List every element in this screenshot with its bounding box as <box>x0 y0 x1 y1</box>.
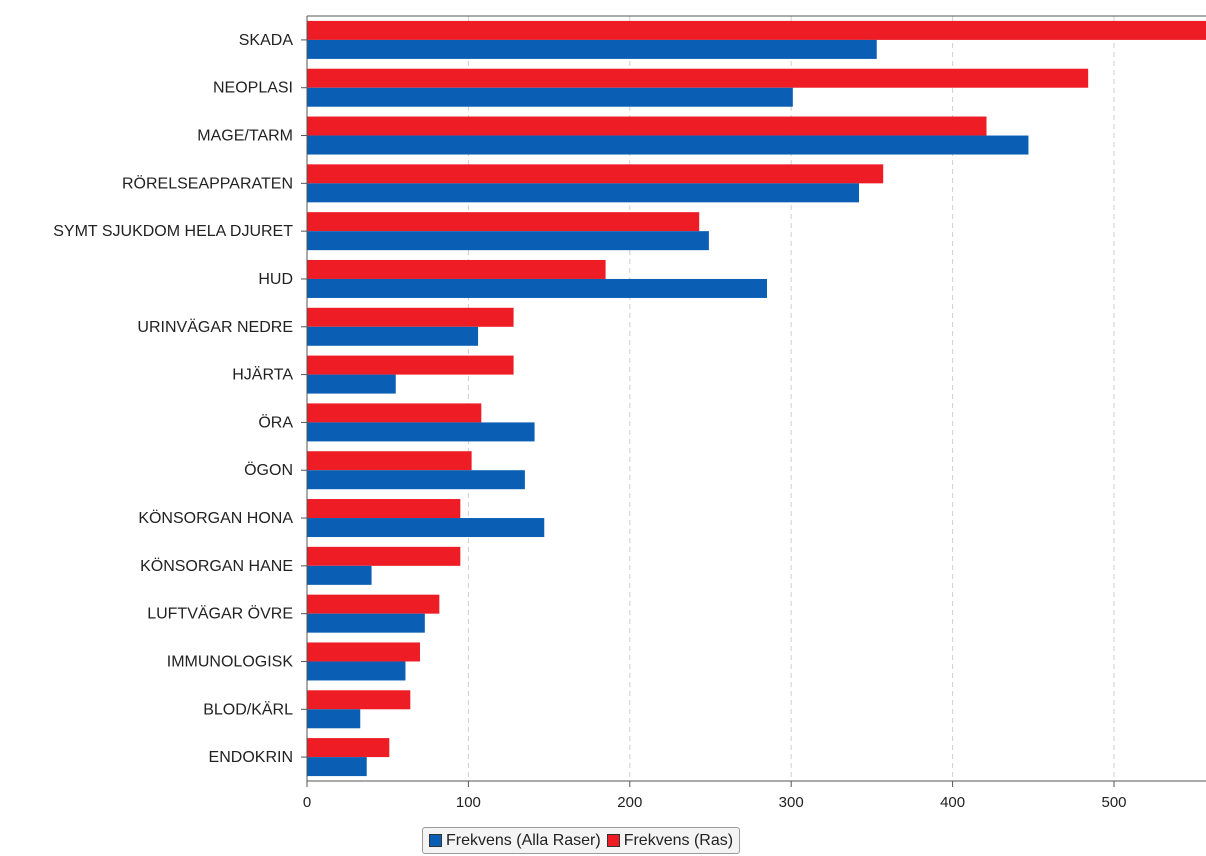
category-label-7: HJÄRTA <box>232 366 293 384</box>
bar-alla-raser-11 <box>307 565 372 585</box>
bar-alla-raser-6 <box>307 326 479 346</box>
bar-ras-13 <box>307 642 420 662</box>
legend-swatch-alla-raser <box>429 834 442 847</box>
category-label-15: ENDOKRIN <box>209 749 293 766</box>
category-label-12: LUFTVÄGAR ÖVRE <box>147 605 293 623</box>
bar-alla-raser-10 <box>307 518 545 538</box>
x-tick-label-0: 0 <box>303 794 311 811</box>
bar-alla-raser-3 <box>307 183 859 203</box>
bar-alla-raser-0 <box>307 39 877 59</box>
bar-ras-10 <box>307 499 461 519</box>
category-label-10: KÖNSORGAN HONA <box>138 509 293 527</box>
bar-ras-12 <box>307 594 440 614</box>
bar-alla-raser-9 <box>307 470 525 490</box>
bar-alla-raser-4 <box>307 231 709 251</box>
x-tick-label-200: 200 <box>617 794 642 811</box>
legend-item-alla-raser[interactable]: Frekvens (Alla Raser) <box>429 832 601 850</box>
category-label-8: ÖRA <box>258 413 293 431</box>
bar-ras-14 <box>307 690 411 710</box>
x-tick-label-400: 400 <box>940 794 965 811</box>
bar-alla-raser-13 <box>307 661 406 681</box>
bar-chart: SKADA NEOPLASI MAGE/TARM RÖRELSEAPPARATEN SY… <box>53 15 1206 811</box>
bar-ras-9 <box>307 451 472 471</box>
x-tick-label-300: 300 <box>779 794 804 811</box>
category-label-5: HUD <box>258 271 293 288</box>
legend-label-alla-raser: Frekvens (Alla Raser) <box>446 831 601 849</box>
bar-alla-raser-2 <box>307 135 1029 155</box>
category-label-3: RÖRELSEAPPARATEN <box>122 174 293 192</box>
bar-alla-raser-14 <box>307 709 361 729</box>
bar-ras-4 <box>307 212 700 232</box>
bar-ras-6 <box>307 307 514 327</box>
category-label-6: URINVÄGAR NEDRE <box>137 318 293 336</box>
bar-ras-15 <box>307 738 390 758</box>
bar-ras-2 <box>307 116 987 136</box>
x-tick-label-100: 100 <box>456 794 481 811</box>
bar-alla-raser-7 <box>307 374 396 394</box>
category-label-11: KÖNSORGAN HANE <box>140 557 293 575</box>
bar-alla-raser-12 <box>307 613 425 633</box>
bar-ras-7 <box>307 355 514 375</box>
legend-label-ras: Frekvens (Ras) <box>623 831 734 849</box>
bar-ras-1 <box>307 68 1089 88</box>
x-tick-label-500: 500 <box>1101 794 1126 811</box>
category-label-1: NEOPLASI <box>213 80 293 97</box>
chart-legend: Frekvens (Alla Raser) Frekvens (Ras) <box>422 827 741 854</box>
bar-ras-3 <box>307 164 884 184</box>
bar-ras-8 <box>307 403 482 423</box>
category-label-14: BLOD/KÄRL <box>203 700 293 718</box>
category-label-13: IMMUNOLOGISK <box>167 653 294 670</box>
category-label-4: SYMT SJUKDOM HELA DJURET <box>53 223 293 240</box>
bar-alla-raser-1 <box>307 87 793 107</box>
category-label-0: SKADA <box>239 32 294 49</box>
category-label-9: ÖGON <box>244 461 293 479</box>
bar-ras-5 <box>307 259 606 279</box>
legend-swatch-ras <box>606 834 620 847</box>
bar-alla-raser-5 <box>307 278 767 298</box>
bar-ras-0 <box>307 20 1206 40</box>
bar-ras-11 <box>307 546 461 566</box>
bar-alla-raser-15 <box>307 757 367 777</box>
legend-item-ras[interactable]: Frekvens (Ras) <box>606 831 734 850</box>
bar-alla-raser-8 <box>307 422 535 442</box>
category-label-2: MAGE/TARM <box>197 128 293 145</box>
